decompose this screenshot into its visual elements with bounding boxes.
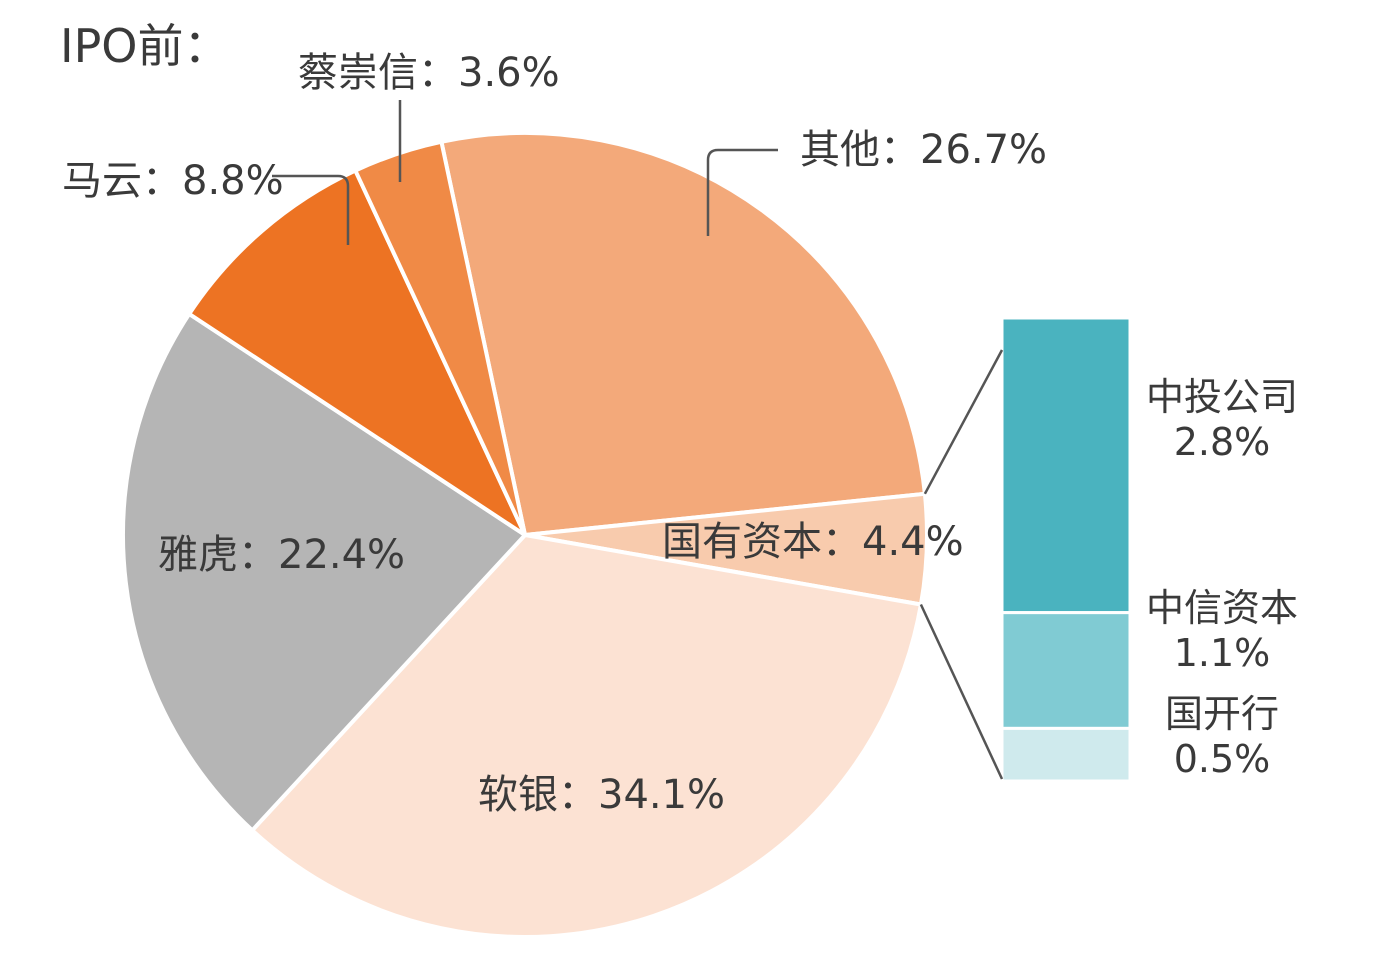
- leader-lines: [272, 100, 1004, 780]
- breakdown-bar: [1000, 316, 1132, 783]
- bar-label-cic-pct: 2.8%: [1174, 420, 1271, 464]
- pie-slice-yahoo: [121, 311, 527, 833]
- slice-label-jack-ma: 马云：8.8%: [62, 158, 284, 204]
- connector-line-bottom: [919, 603, 1004, 780]
- bar-label-citic-pct: 1.1%: [1174, 631, 1271, 675]
- bar-segment-cic: [1000, 316, 1132, 615]
- pie-slice-softbank: [250, 533, 923, 939]
- bar-label-cic-name: 中投公司: [1146, 375, 1298, 419]
- bar-label-citic-name: 中信资本: [1146, 586, 1298, 630]
- pie-slice-others: [439, 131, 927, 537]
- bar-label-cdb-pct: 0.5%: [1174, 737, 1271, 781]
- bar-segment-cdb: [1000, 726, 1132, 783]
- pie-slice-joe-tsai: [353, 139, 527, 537]
- slice-label-yahoo: 雅虎：22.4%: [158, 532, 405, 578]
- leader-line-jack-ma: [272, 174, 350, 245]
- leader-line-others: [706, 148, 778, 236]
- bar-label-cdb-name: 国开行: [1165, 692, 1279, 736]
- bar-segment-citic: [1000, 611, 1132, 730]
- pie-slices: [121, 131, 929, 939]
- slice-label-state-capital: 国有资本：4.4%: [662, 519, 964, 565]
- slice-label-softbank: 软银：34.1%: [478, 772, 725, 818]
- slice-label-others: 其他：26.7%: [800, 127, 1047, 173]
- slice-label-joe-tsai: 蔡崇信：3.6%: [298, 50, 560, 96]
- chart-title: IPO前：: [60, 19, 230, 73]
- connector-line-top: [923, 349, 1004, 495]
